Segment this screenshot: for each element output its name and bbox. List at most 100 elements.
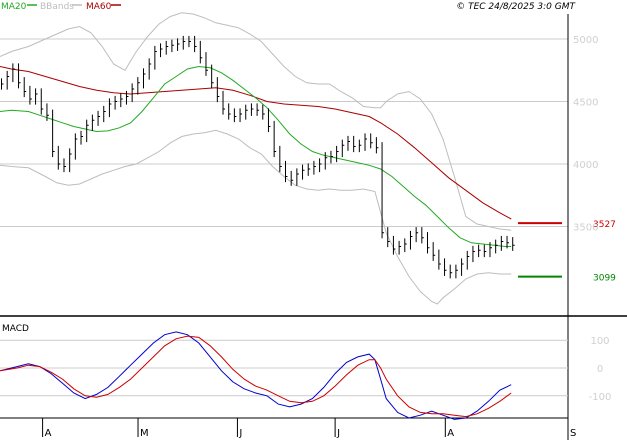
price-bar [449,264,453,279]
price-bar [125,90,129,105]
price-bar [199,40,203,64]
price-bar [40,88,44,115]
chart-credit: © TEC 24/8/2025 3:0 GMT [456,2,576,12]
legend-bbands-label: BBands [40,2,74,12]
price-gridlines [0,38,568,227]
price-bar [171,39,174,53]
price-bar [239,108,243,123]
price-bar [18,63,21,89]
price-bar [29,85,32,105]
bbands-lower-line [0,129,512,305]
price-bar [347,135,350,151]
price-bar [86,119,89,143]
price-bar [370,133,373,149]
price-bar [444,258,447,276]
price-bar [285,160,288,183]
macd-gridlines [0,339,568,397]
price-bar [398,240,402,255]
price-bar [46,103,49,121]
price-bar [307,163,311,176]
price-bar [250,103,254,116]
price-y-tick-label: 4000 [573,160,598,171]
price-bar [131,83,135,103]
price-bar [319,158,322,173]
price-bar [273,120,277,158]
price-bar [1,78,4,90]
price-bar [63,158,66,173]
price-bar [364,133,368,151]
price-bar [506,235,510,249]
price-bar [489,242,492,258]
price-bar [97,110,101,126]
price-bar [387,227,390,248]
price-bar [103,105,106,123]
x-tick-label: A [45,428,52,439]
price-bar [80,130,84,145]
price-bar [358,139,362,153]
price-bar [375,137,379,154]
price-bar [461,258,464,276]
price-bar [12,63,15,83]
legend-ma20-label: MA20 [1,2,27,12]
x-tick-label: A [447,428,454,439]
price-bar [57,145,61,170]
price-bar [500,235,504,251]
price-bar [341,139,345,158]
x-tick-label: J [336,428,340,439]
price-bar [137,77,140,95]
price-bar [205,52,208,76]
price-bar [421,227,424,244]
price-bar [211,64,214,89]
level-marker-label: 3099 [593,274,616,284]
price-bar [245,104,248,120]
price-bar [182,35,186,50]
price-bar [267,108,271,133]
x-tick-label: M [140,428,149,439]
price-bar [23,77,27,98]
price-bar [177,38,180,51]
price-bar [472,245,475,263]
price-bar [392,235,396,255]
price-bar [427,232,430,254]
price-bar [165,40,169,55]
price-bar [52,109,55,158]
price-bar [324,152,328,170]
price-y-tick-label: 5000 [573,35,598,46]
macd-series-group [0,331,512,420]
price-bar [409,230,413,250]
price-bar [91,114,95,131]
price-level-markers: 3527 3099 [518,220,616,284]
price-y-tick-label: 3500 [573,223,598,234]
macd-y-axis: 100 0 -100 [589,336,612,403]
price-bar [415,227,419,243]
x-tick-label: S [570,428,576,439]
price-bar [381,142,385,239]
macd-y-tick-label: -100 [589,392,612,403]
price-y-tick-label: 4500 [573,98,598,109]
legend-ma60-label: MA60 [86,2,112,12]
price-bar [262,104,265,120]
price-bar [74,133,78,160]
price-bar [228,103,231,120]
price-bar [35,88,38,105]
price-bar [512,237,515,251]
price-bar [108,98,112,118]
price-bar [148,58,152,80]
price-bar [222,90,226,115]
price-bar [336,145,339,163]
x-tick-label: J [238,428,242,439]
price-bar [404,238,407,253]
price-bar [188,35,191,48]
macd-line [0,331,512,420]
price-bar [233,108,237,123]
price-bar [160,43,163,58]
price-bar [353,135,356,153]
price-bar [114,95,118,110]
price-bar [279,145,282,173]
price-bar [296,168,299,186]
legend: MA20 BBands MA60 [1,2,121,12]
price-bar [120,93,123,108]
